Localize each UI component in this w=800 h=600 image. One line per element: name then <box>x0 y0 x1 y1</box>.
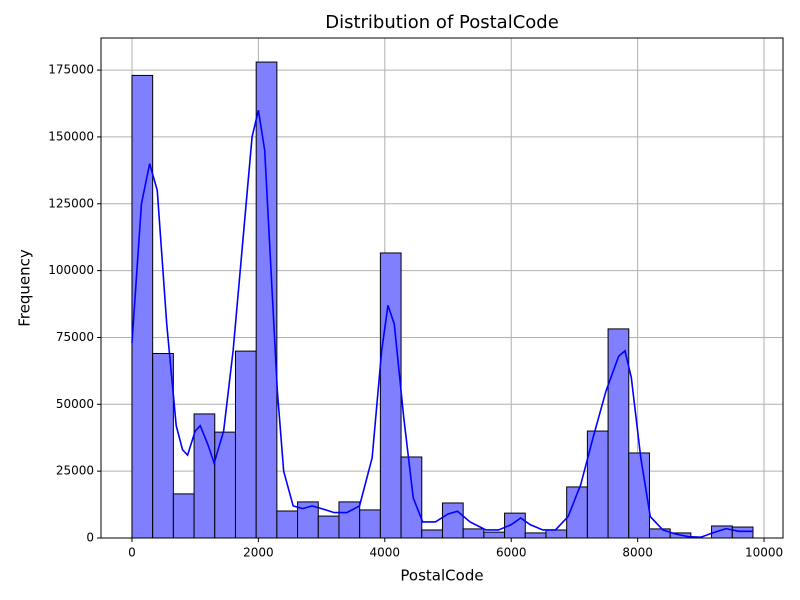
x-tick-label: 0 <box>128 546 136 560</box>
x-tick-label: 10000 <box>745 546 783 560</box>
kde-line <box>131 110 753 539</box>
bar <box>731 526 754 539</box>
x-axis-label: PostalCode <box>400 567 483 585</box>
plot-frame <box>100 37 784 539</box>
bar <box>462 528 485 539</box>
bar <box>193 413 216 539</box>
bar <box>317 515 340 539</box>
x-tick-label: 8000 <box>622 546 653 560</box>
bar <box>400 456 423 539</box>
y-tick-label: 75000 <box>56 330 94 344</box>
bar <box>359 509 381 539</box>
bar <box>276 510 299 539</box>
bar <box>648 528 671 539</box>
bar <box>255 61 278 539</box>
bar <box>421 529 443 539</box>
bar <box>441 502 464 539</box>
chart-title: Distribution of PostalCode <box>325 12 559 33</box>
bar <box>524 532 547 539</box>
y-tick-label: 50000 <box>56 397 94 411</box>
x-tick-label: 6000 <box>496 546 527 560</box>
y-tick-label: 150000 <box>48 129 94 143</box>
x-tick-label: 2000 <box>243 546 274 560</box>
y-tick-label: 175000 <box>48 63 94 77</box>
bar <box>545 529 568 539</box>
bar <box>152 353 174 539</box>
x-tick-label: 4000 <box>370 546 401 560</box>
bar <box>607 328 630 539</box>
y-axis-label: Frequency <box>16 249 34 327</box>
y-tick-label: 100000 <box>48 263 94 277</box>
y-tick-label: 0 <box>86 531 94 545</box>
bar <box>234 350 257 539</box>
bar <box>483 531 506 539</box>
y-tick-label: 25000 <box>56 464 94 478</box>
bar <box>172 493 195 539</box>
y-tick-label: 125000 <box>48 196 94 210</box>
bar <box>379 252 402 539</box>
